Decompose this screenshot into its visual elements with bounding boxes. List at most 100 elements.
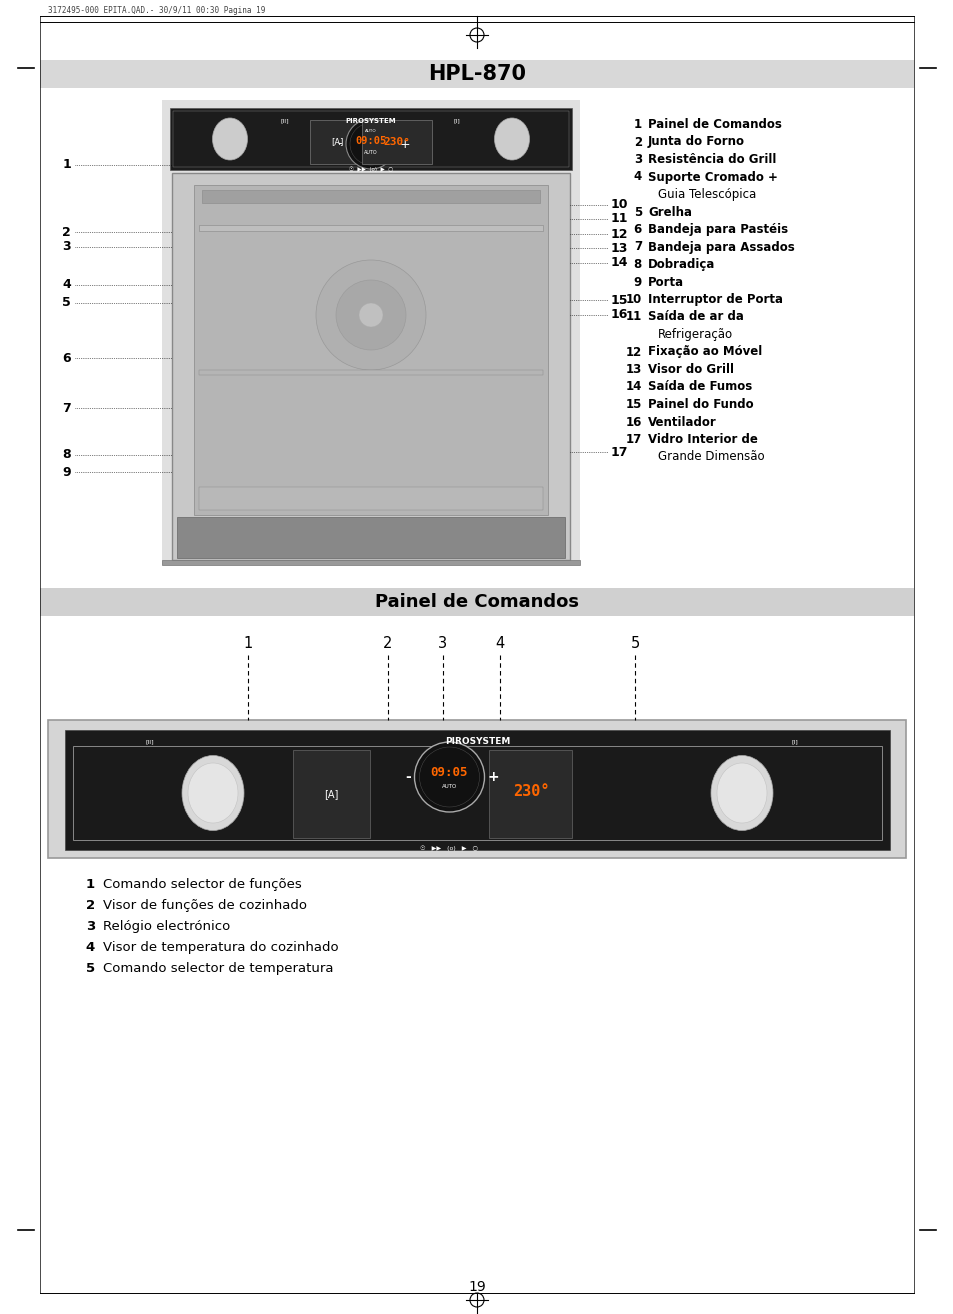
Text: -: - xyxy=(405,770,411,784)
Text: 3172495-000 EPITA.QAD.- 30/9/11 00:30 Pagina 19: 3172495-000 EPITA.QAD.- 30/9/11 00:30 Pa… xyxy=(48,7,265,14)
Bar xyxy=(202,191,539,202)
Text: Interruptor de Porta: Interruptor de Porta xyxy=(647,293,782,306)
Text: 3: 3 xyxy=(438,636,447,650)
Text: 15: 15 xyxy=(625,398,641,411)
Text: 19: 19 xyxy=(468,1280,485,1294)
Circle shape xyxy=(414,742,484,812)
Bar xyxy=(293,750,370,838)
Text: 3: 3 xyxy=(62,240,71,254)
Text: 14: 14 xyxy=(625,381,641,393)
Text: [II]: [II] xyxy=(146,740,154,745)
Text: Dobradiça: Dobradiça xyxy=(647,258,715,271)
Text: 14: 14 xyxy=(610,256,628,269)
Text: Relógio electrónico: Relógio electrónico xyxy=(103,920,230,933)
Text: 10: 10 xyxy=(610,198,628,212)
Text: 13: 13 xyxy=(610,242,628,255)
Text: Fixação ao Móvel: Fixação ao Móvel xyxy=(647,346,761,359)
Text: -: - xyxy=(337,138,341,151)
Text: [A]: [A] xyxy=(331,138,343,146)
Bar xyxy=(48,720,905,858)
Text: [II]: [II] xyxy=(280,118,289,124)
Text: 1: 1 xyxy=(62,159,71,172)
Text: 5: 5 xyxy=(62,297,71,310)
Bar xyxy=(310,120,365,164)
Text: 3: 3 xyxy=(86,920,95,933)
Text: 10: 10 xyxy=(625,293,641,306)
Circle shape xyxy=(419,746,479,807)
Text: 12: 12 xyxy=(610,227,628,240)
Bar xyxy=(193,185,547,515)
Text: 3: 3 xyxy=(633,152,641,166)
Text: 230°: 230° xyxy=(512,784,549,799)
Text: 2: 2 xyxy=(86,899,95,912)
Text: 6: 6 xyxy=(633,223,641,237)
Ellipse shape xyxy=(213,118,247,160)
Bar xyxy=(172,173,569,560)
Bar xyxy=(162,560,579,565)
Text: Bandeja para Assados: Bandeja para Assados xyxy=(647,240,794,254)
Text: Saída de Fumos: Saída de Fumos xyxy=(647,381,752,393)
Text: 17: 17 xyxy=(610,445,628,459)
Bar xyxy=(199,371,542,374)
Bar xyxy=(40,60,913,88)
Bar xyxy=(170,108,572,170)
Text: 2: 2 xyxy=(383,636,393,650)
Text: 9: 9 xyxy=(62,465,71,478)
Text: Comando selector de funções: Comando selector de funções xyxy=(103,878,301,891)
Text: [A]: [A] xyxy=(324,788,338,799)
Text: Grelha: Grelha xyxy=(647,205,691,218)
Text: 11: 11 xyxy=(610,213,628,226)
Text: Ventilador: Ventilador xyxy=(647,415,716,428)
Circle shape xyxy=(315,260,426,371)
Text: 16: 16 xyxy=(610,309,628,322)
Text: 6: 6 xyxy=(62,352,71,364)
Text: [I]: [I] xyxy=(453,118,460,124)
Circle shape xyxy=(346,120,395,170)
Text: 09:05: 09:05 xyxy=(355,137,386,146)
Text: Grande Dimensão: Grande Dimensão xyxy=(658,451,763,464)
Text: 5: 5 xyxy=(86,962,95,975)
Text: 7: 7 xyxy=(633,240,641,254)
Ellipse shape xyxy=(494,118,529,160)
Text: Painel do Fundo: Painel do Fundo xyxy=(647,398,753,411)
Bar xyxy=(199,225,542,231)
Text: 230°: 230° xyxy=(383,137,410,147)
Bar xyxy=(199,487,542,510)
Text: Refrigeração: Refrigeração xyxy=(658,328,732,342)
Text: Painel de Comandos: Painel de Comandos xyxy=(375,593,578,611)
Text: PIROSYSTEM: PIROSYSTEM xyxy=(345,118,395,124)
Text: Guia Telescópica: Guia Telescópica xyxy=(658,188,756,201)
Circle shape xyxy=(350,124,392,166)
Text: Visor de funções de cozinhado: Visor de funções de cozinhado xyxy=(103,899,307,912)
Ellipse shape xyxy=(717,763,766,823)
Text: 15: 15 xyxy=(610,293,628,306)
Text: 1: 1 xyxy=(86,878,95,891)
Text: HPL-870: HPL-870 xyxy=(428,64,525,84)
Text: +: + xyxy=(399,138,410,151)
Text: Bandeja para Pastéis: Bandeja para Pastéis xyxy=(647,223,787,237)
Text: AUTO: AUTO xyxy=(365,129,376,133)
Circle shape xyxy=(358,304,382,327)
Text: 4: 4 xyxy=(86,941,95,954)
Text: Porta: Porta xyxy=(647,276,683,289)
Text: AUTO: AUTO xyxy=(364,150,377,155)
Text: 12: 12 xyxy=(625,346,641,359)
Bar xyxy=(172,110,568,167)
Text: 1: 1 xyxy=(633,118,641,131)
Bar xyxy=(489,750,572,838)
Text: Resistência do Grill: Resistência do Grill xyxy=(647,152,776,166)
Text: 5: 5 xyxy=(630,636,639,650)
Circle shape xyxy=(335,280,406,350)
Text: 09:05: 09:05 xyxy=(431,766,468,779)
Bar xyxy=(177,516,564,558)
Text: +: + xyxy=(487,770,498,784)
Text: 17: 17 xyxy=(625,434,641,445)
Text: Visor do Grill: Visor do Grill xyxy=(647,363,733,376)
Bar xyxy=(162,100,579,565)
Text: [I]: [I] xyxy=(791,740,798,745)
Text: ☉   ▶▶   (o)   ▶   ○: ☉ ▶▶ (o) ▶ ○ xyxy=(420,845,478,850)
Text: PIROSYSTEM: PIROSYSTEM xyxy=(444,737,510,746)
Text: 11: 11 xyxy=(625,310,641,323)
Ellipse shape xyxy=(182,756,244,830)
Text: 13: 13 xyxy=(625,363,641,376)
